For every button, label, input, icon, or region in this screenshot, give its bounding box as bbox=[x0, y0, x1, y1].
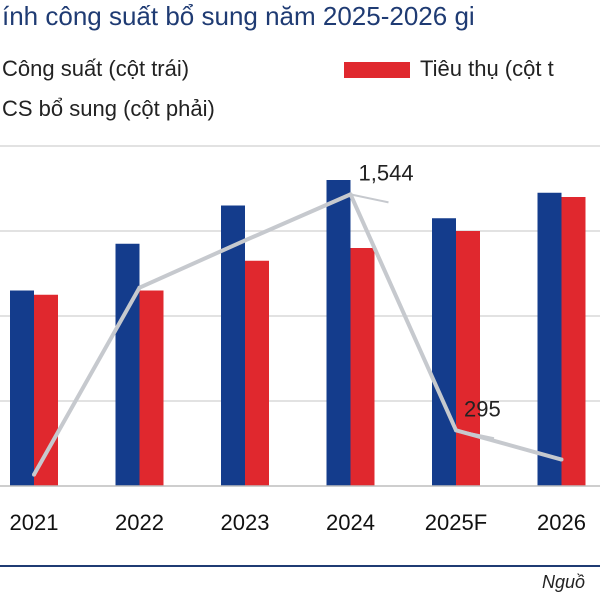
legend-label-capacity: Công suất (cột trái) bbox=[2, 56, 189, 81]
x-tick-label: 2023 bbox=[221, 510, 270, 535]
data-label: 1,544 bbox=[359, 160, 414, 185]
x-tick-label: 2026 bbox=[537, 510, 586, 535]
source-note: Nguồ bbox=[542, 572, 585, 592]
chart-title: ính công suất bổ sung năm 2025-2026 gi bbox=[2, 1, 475, 31]
bar-consumption bbox=[245, 260, 269, 486]
data-labels: 1,544 295 bbox=[350, 160, 501, 440]
bar-capacity bbox=[326, 180, 351, 486]
bar-capacity bbox=[432, 218, 456, 486]
x-axis-tick-labels: 2021 2022 2023 2024 2025F 2026 bbox=[10, 510, 586, 535]
bar-consumption bbox=[350, 248, 375, 486]
x-tick-label: 2025F bbox=[425, 510, 487, 535]
x-tick-label: 2024 bbox=[326, 510, 375, 535]
bar-capacity bbox=[10, 290, 34, 486]
added-capacity-line bbox=[32, 192, 564, 477]
bar-capacity bbox=[537, 192, 562, 486]
gridlines bbox=[0, 145, 600, 402]
line-point bbox=[243, 238, 247, 243]
line-point bbox=[32, 472, 36, 477]
line-point bbox=[137, 285, 142, 290]
x-tick-label: 2022 bbox=[115, 510, 164, 535]
line-point bbox=[559, 457, 564, 462]
data-label-leader bbox=[350, 193, 389, 204]
line-series-added-capacity bbox=[32, 192, 563, 476]
data-label: 295 bbox=[464, 396, 501, 421]
bar-consumption bbox=[561, 197, 586, 486]
legend-label-added-capacity: CS bổ sung (cột phải) bbox=[2, 96, 215, 121]
bar-capacity bbox=[221, 205, 245, 486]
data-label-leader bbox=[455, 429, 495, 440]
bar-consumption bbox=[139, 290, 164, 486]
bar-consumption bbox=[456, 231, 480, 486]
x-tick-label: 2021 bbox=[10, 510, 59, 535]
bar-capacity bbox=[115, 243, 140, 486]
legend: Công suất (cột trái) Tiêu thụ (cột t CS … bbox=[2, 56, 554, 121]
legend-label-consumption: Tiêu thụ (cột t bbox=[420, 56, 554, 81]
bars bbox=[10, 180, 586, 486]
legend-swatch-consumption bbox=[344, 62, 410, 78]
